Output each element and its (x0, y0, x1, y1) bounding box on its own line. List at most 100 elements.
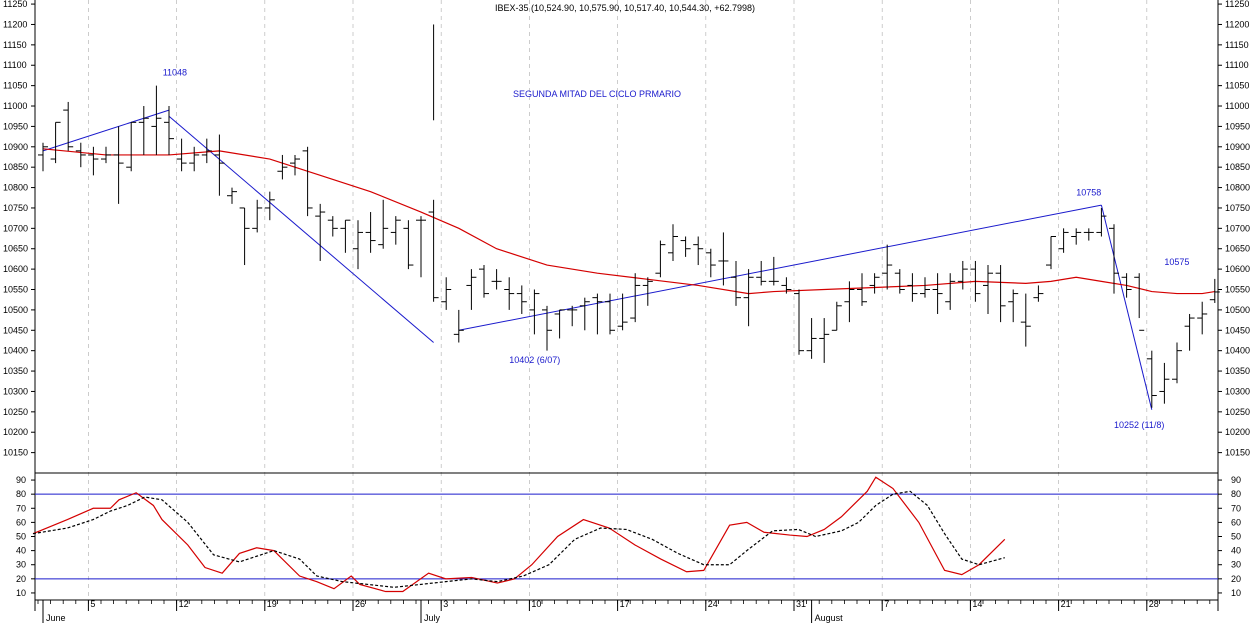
ohlc-bar (491, 269, 502, 290)
y-tick-label: 10700 (1225, 223, 1250, 233)
ohlc-bar (75, 142, 86, 168)
ohlc-bar (479, 265, 489, 298)
osc-tick-label: 10 (16, 588, 26, 598)
ohlc-bar (957, 260, 968, 290)
grid (88, 0, 1148, 600)
y-tick-label: 10700 (3, 223, 28, 233)
ohlc-bar (995, 265, 1006, 323)
ohlc-bar (113, 126, 124, 204)
month-label: July (424, 613, 441, 623)
oscillator-line (32, 476, 1006, 593)
ohlc-bar (529, 289, 540, 335)
ohlc-bar (290, 154, 300, 176)
oscillator (32, 476, 1006, 593)
osc-tick-label: 70 (16, 503, 26, 513)
trendline (1100, 204, 1153, 410)
y-tick-label: 10450 (3, 325, 28, 335)
ohlc-bar (907, 273, 918, 302)
ohlc-bar (1046, 236, 1056, 270)
ohlc-bar (1008, 289, 1019, 323)
osc-tick-label: 30 (16, 560, 26, 570)
ohlc-bar (567, 305, 578, 327)
ohlc-bar (214, 134, 225, 196)
ohlc-bar (227, 187, 237, 204)
x-tick-label: 19 (267, 599, 277, 609)
ohlc-bar (768, 256, 779, 286)
ohlc-bar (164, 106, 174, 155)
y-tick-label: 10600 (1225, 264, 1250, 274)
x-tick-label: 21 (1061, 599, 1071, 609)
y-tick-label: 10150 (3, 448, 28, 458)
ohlc-bar (353, 220, 363, 270)
ohlc-bar (453, 309, 464, 343)
y-tick-label: 10750 (3, 203, 28, 213)
y-tick-label: 10650 (3, 244, 28, 254)
ohlc-bar (605, 293, 615, 335)
osc-tick-label: 60 (16, 517, 26, 527)
osc-tick-label: 80 (16, 489, 26, 499)
ohlc-bar (970, 260, 981, 302)
osc-tick-label: 20 (16, 574, 26, 584)
ohlc-bar (743, 269, 754, 327)
month-label: June (46, 613, 66, 623)
osc-tick-label: 20 (1231, 574, 1241, 584)
ohlc-bar (1172, 342, 1182, 384)
ohlc-bar (302, 146, 313, 217)
y-tick-label: 10600 (3, 264, 28, 274)
ohlc-bar (617, 293, 628, 331)
ohlc-bar (63, 101, 74, 151)
trendline (458, 204, 1102, 331)
ohlc-bar (844, 281, 855, 323)
osc-tick-label: 10 (1231, 588, 1241, 598)
ohlc-bar (1083, 228, 1094, 241)
x-tick-label: 10 (531, 599, 541, 609)
ohlc-bar (1058, 228, 1069, 253)
ohlc-bar (920, 277, 930, 298)
y-tick-label: 11050 (1225, 81, 1249, 91)
osc-tick-label: 30 (1231, 560, 1241, 570)
x-tick-label: 24 (708, 599, 718, 609)
ohlc-bar (466, 269, 477, 310)
x-tick-label: 7 (884, 599, 889, 609)
ohlc-bar (680, 236, 691, 257)
ohlc-bar (277, 154, 288, 180)
ohlc-bar (378, 199, 389, 249)
ohlc-bar (239, 207, 250, 266)
y-tick-label: 11100 (3, 60, 27, 70)
x-tick-label: 31 (796, 599, 806, 609)
price-bars (38, 85, 1220, 408)
trendline (168, 115, 434, 343)
ohlc-bar (869, 273, 880, 294)
ohlc-bar (264, 191, 275, 221)
ohlc-bar (756, 260, 767, 286)
ohlc-bar (655, 240, 666, 278)
y-tick-label: 10900 (3, 142, 28, 152)
y-tick-label: 11000 (1225, 101, 1249, 111)
ohlc-bar (579, 297, 590, 331)
ohlc-bar (693, 236, 704, 266)
ohlc-bar (516, 285, 527, 314)
ohlc-bar (1121, 273, 1132, 298)
ohlc-bar (1209, 278, 1220, 303)
ohlc-bar (983, 265, 993, 314)
osc-tick-label: 90 (16, 475, 26, 485)
y-tick-label: 11050 (3, 81, 27, 91)
y-tick-label: 11200 (3, 19, 27, 29)
ohlc-bar (1159, 362, 1170, 404)
y-tick-label: 11000 (3, 101, 27, 111)
ohlc-bar (630, 273, 641, 323)
ohlc-bar (38, 142, 48, 172)
y-tick-label: 10250 (1225, 407, 1250, 417)
ohlc-bar (1134, 273, 1145, 331)
x-tick-label: 12 (179, 599, 189, 609)
ohlc-bar (441, 277, 452, 310)
ohlc-bar (718, 232, 729, 286)
y-tick-label: 11150 (3, 40, 27, 50)
osc-tick-label: 60 (1231, 517, 1241, 527)
trendline (42, 109, 170, 152)
x-tick-label: 26 (355, 599, 365, 609)
ohlc-bar (403, 220, 414, 270)
ohlc-bar (50, 121, 61, 164)
